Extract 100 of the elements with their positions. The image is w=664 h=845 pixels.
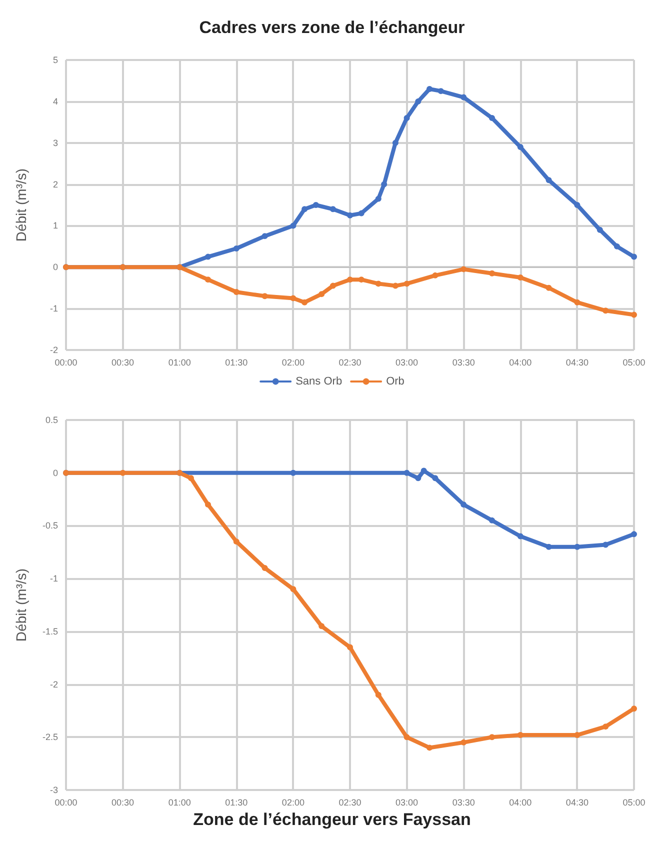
point [489,115,495,121]
x-tick-label: 01:30 [225,798,248,808]
x-tick-label: 02:30 [338,358,362,368]
point [347,212,353,218]
point [290,222,296,229]
y-tick-label: 0.5 [45,415,58,425]
y-tick-label: 1 [52,220,58,231]
y-tick-label: -1 [50,304,58,314]
point [404,734,410,740]
x-tick-label: 01:00 [168,358,191,368]
point [290,295,296,302]
point [460,94,467,100]
point [574,544,580,550]
x-tick-label: 00:30 [112,798,134,808]
point [375,196,382,202]
x-tick-label: 03:00 [396,798,418,808]
y-tick-label: 0 [52,468,58,478]
point [375,280,382,287]
point [460,502,467,508]
y-tick-label: -2 [50,679,58,690]
y-tick-label: -0.5 [42,520,58,531]
x-tick-label: 00:00 [54,358,78,368]
point [489,734,495,740]
point [392,140,398,146]
point [415,98,422,104]
point [262,233,268,240]
point [404,115,410,121]
point [347,276,353,283]
point [205,502,211,508]
y-tick-label: -1 [50,574,58,584]
legend-label: Sans Orb [296,376,342,388]
point [438,88,444,94]
point [318,291,325,298]
y-tick-label: -3 [50,785,58,795]
point [631,706,637,712]
x-tick-label: 04:00 [509,798,532,808]
point [392,282,398,289]
x-tick-label: 04:00 [509,358,532,368]
x-tick-label: 04:30 [566,358,588,368]
point [330,206,336,212]
x-tick-label: 04:30 [566,798,588,808]
point [358,210,364,216]
point [432,475,438,482]
x-tick-label: 02:30 [338,798,362,808]
point [517,533,524,540]
point [233,538,240,545]
point [460,739,467,746]
point [426,744,433,751]
point [415,475,422,482]
legend-label: Orb [386,376,404,388]
x-tick-label: 03:00 [396,358,418,368]
point [188,475,194,482]
point [262,565,268,571]
point [233,289,240,295]
x-tick-label: 03:30 [452,358,475,368]
point [517,274,524,280]
text: Zone de l’échangeur vers Fayssan [193,810,471,829]
x-tick-label: 00:30 [112,358,134,368]
point [517,732,524,738]
y-tick-label: 2 [52,179,58,190]
x-tick-label: 02:00 [282,798,304,808]
x-tick-label: 00:00 [54,798,78,808]
y-tick-label: 5 [52,55,58,65]
point [404,470,410,476]
y-tick-label: -1.5 [42,626,58,636]
chart-title: Cadres vers zone de l’échangeur [199,18,466,37]
point [631,312,637,318]
point [426,86,433,92]
point [302,299,308,306]
x-tick-label: 05:00 [622,358,646,368]
x-tick-label: 05:00 [622,798,646,808]
point [631,254,637,260]
y-tick-label: 0 [52,262,58,272]
point [614,243,620,250]
point [517,144,524,150]
x-tick-label: 01:30 [225,358,248,368]
y-axis-title: Débit (m³/s) [13,568,29,642]
point [312,202,319,208]
point [602,724,609,730]
point [420,468,427,474]
point [546,544,552,550]
y-tick-label: 4 [52,96,58,106]
point [546,284,552,291]
point [375,692,382,698]
point [205,276,211,283]
point [596,226,603,233]
y-tick-label: 3 [52,138,58,148]
point [574,299,580,306]
point [233,246,240,252]
point [574,202,580,208]
x-tick-label: 01:00 [168,798,191,808]
point [546,177,552,184]
point [318,623,325,630]
point [347,644,353,650]
point [489,517,495,524]
point [460,266,467,272]
point [602,542,609,548]
point [330,282,336,289]
point [205,254,211,260]
point [432,272,438,278]
